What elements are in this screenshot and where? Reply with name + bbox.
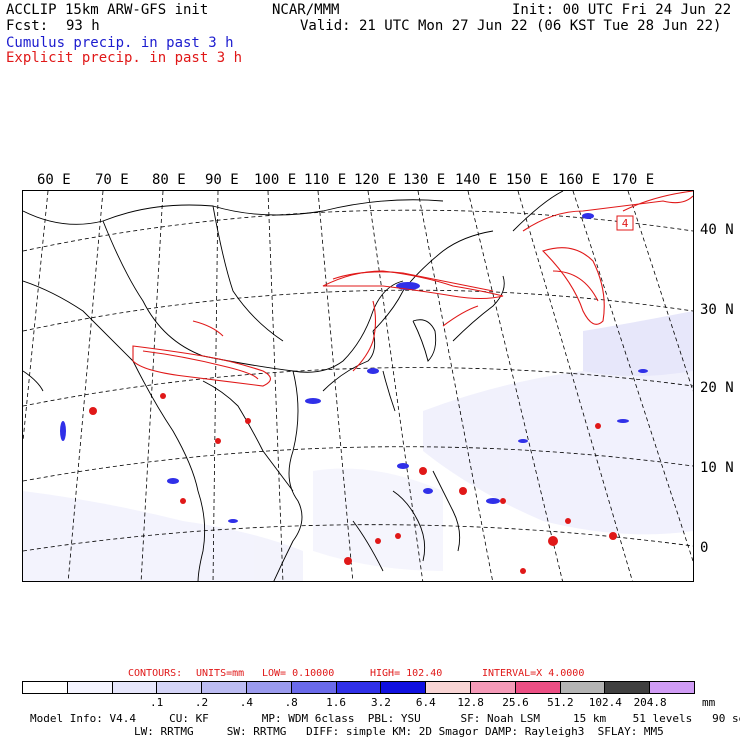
precip-map: 4 <box>22 190 694 582</box>
color-scale-cell <box>650 682 694 693</box>
fcst-value: 93 h <box>66 18 100 34</box>
lat-label: 40 N <box>700 222 734 238</box>
color-scale-tick: .8 <box>284 696 298 709</box>
color-scale-cell <box>605 682 651 693</box>
color-scale-cell <box>381 682 427 693</box>
lon-label: 80 E <box>152 172 186 188</box>
valid-time: Valid: 21 UTC Mon 27 Jun 22 (06 KST Tue … <box>300 18 722 34</box>
init-time: Init: 00 UTC Fri 24 Jun 22 <box>512 2 732 18</box>
color-scale-tick: 12.8 <box>457 696 484 709</box>
color-scale-cell <box>291 682 337 693</box>
lon-label: 140 E <box>455 172 498 188</box>
cumulus-precip <box>60 213 648 523</box>
color-scale-cell <box>67 682 113 693</box>
color-scale-tick: 3.2 <box>370 696 391 709</box>
graticule <box>23 191 693 581</box>
color-scale-cell <box>157 682 203 693</box>
explicit-legend-label: Explicit precip. in past 3 h <box>6 50 243 66</box>
lon-label: 150 E <box>506 172 549 188</box>
lon-label: 120 E <box>354 172 397 188</box>
explicit-cells <box>89 393 617 574</box>
center-label: NCAR/MMM <box>272 2 340 18</box>
color-scale-cell <box>560 682 606 693</box>
color-scale-cell <box>426 682 471 693</box>
model-info-line1: Model Info: V4.4 CU: KF MP: WDM 6class P… <box>30 712 740 725</box>
lat-label: 10 N <box>700 460 734 476</box>
model-title: ACCLIP 15km ARW-GFS init <box>6 2 209 18</box>
lon-label: 100 E <box>254 172 297 188</box>
color-scale-cell <box>202 682 247 693</box>
cumulus-shading <box>23 311 693 581</box>
color-scale-units: mm <box>702 696 716 709</box>
color-scale-cell <box>515 682 561 693</box>
lon-label: 60 E <box>37 172 71 188</box>
contours-units: UNITS=mm <box>196 668 245 679</box>
color-scale-cell <box>112 682 158 693</box>
contours-info: CONTOURS: UNITS=mm LOW= 0.10000 HIGH= 10… <box>0 668 740 734</box>
lat-label: 20 N <box>700 380 734 396</box>
lon-label: 90 E <box>205 172 239 188</box>
color-scale-cell <box>336 682 382 693</box>
color-scale-cell <box>470 682 516 693</box>
model-info-line2: LW: RRTMG SW: RRTMG DIFF: simple KM: 2D … <box>134 725 664 738</box>
map-canvas: 4 <box>23 191 693 581</box>
color-scale-tick: .4 <box>239 696 253 709</box>
color-scale-tick: 1.6 <box>326 696 346 709</box>
color-scale-tick: 51.2 <box>547 696 574 709</box>
fcst-label: Fcst: <box>6 18 49 34</box>
lon-label: 70 E <box>95 172 129 188</box>
color-scale-tick: .1 <box>149 696 164 709</box>
coastlines <box>23 191 564 581</box>
lon-label: 160 E <box>558 172 601 188</box>
box-marker-label: 4 <box>622 217 629 230</box>
lon-label: 130 E <box>403 172 446 188</box>
color-scale-bar <box>22 681 695 694</box>
color-scale-cell <box>23 682 68 693</box>
color-scale-tick: 204.8 <box>633 696 667 709</box>
color-scale-tick: 6.4 <box>415 696 436 709</box>
lat-label: 0 <box>700 540 709 556</box>
lat-label: 30 N <box>700 302 734 318</box>
lon-label: 170 E <box>612 172 655 188</box>
box-marker: 4 <box>616 215 634 231</box>
color-scale-tick: .2 <box>194 696 209 709</box>
explicit-precip <box>132 191 693 387</box>
color-scale-cell <box>246 682 292 693</box>
contours-low: LOW= 0.10000 <box>262 668 335 679</box>
contours-label: CONTOURS: <box>128 668 183 679</box>
color-scale-tick: 102.4 <box>588 696 622 709</box>
contours-high: HIGH= 102.40 <box>370 668 443 679</box>
color-scale-tick: 25.6 <box>502 696 529 709</box>
lon-label: 110 E <box>304 172 347 188</box>
contours-interval: INTERVAL=X 4.0000 <box>482 668 585 679</box>
cumulus-legend-label: Cumulus precip. in past 3 h <box>6 35 234 51</box>
